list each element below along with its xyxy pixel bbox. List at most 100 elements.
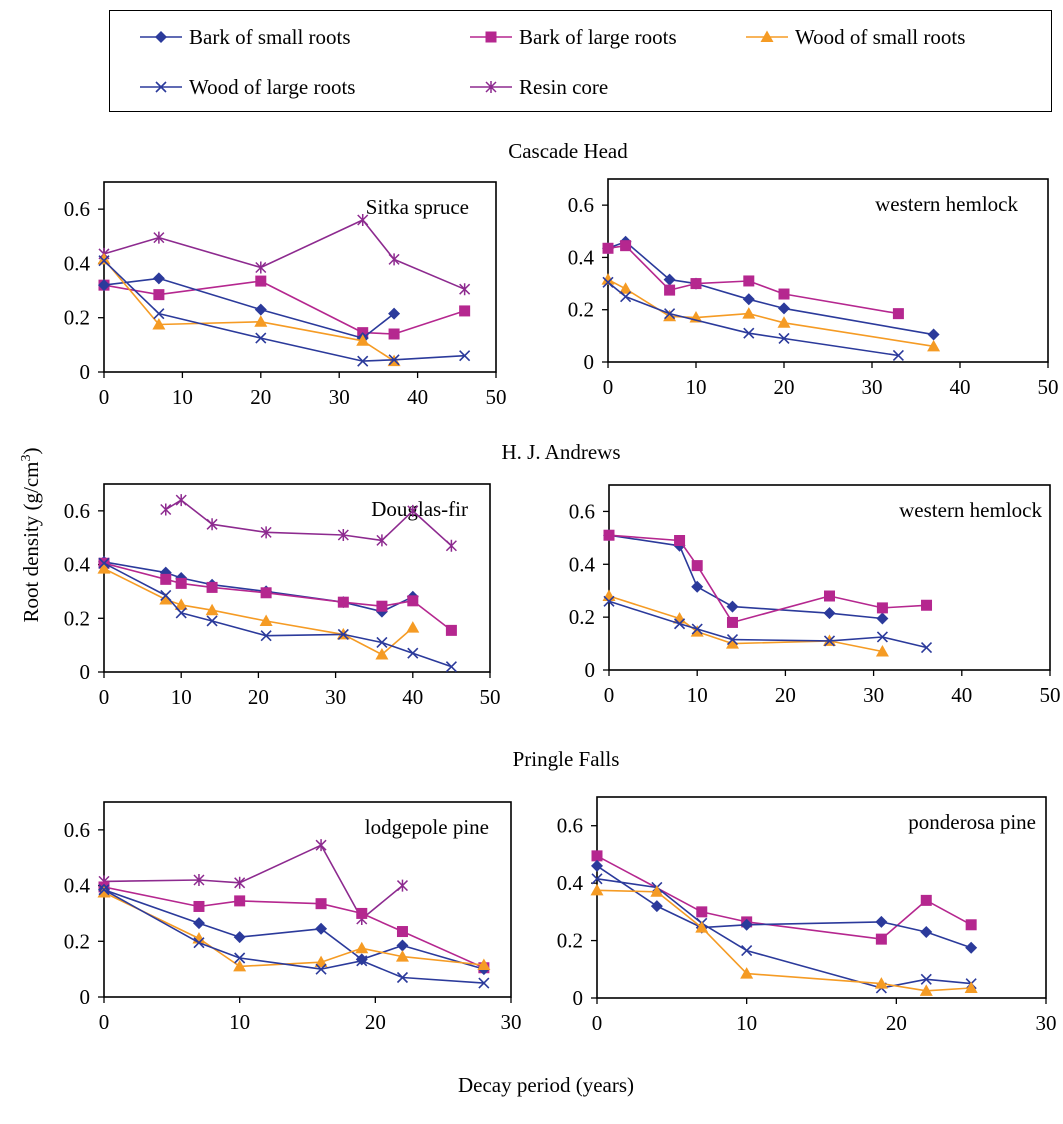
x-tick-label: 40	[402, 685, 423, 709]
data-point-wlr	[337, 628, 349, 640]
site-title-cascade-head: Cascade Head	[508, 139, 628, 163]
series-line-wsr	[103, 258, 395, 362]
site-title-pringle-falls: Pringle Falls	[513, 747, 620, 771]
data-point-blr	[193, 900, 205, 912]
series-line-wsr	[103, 567, 414, 656]
series-wlr	[98, 884, 490, 989]
data-point-blr	[591, 850, 603, 862]
data-point-wlr	[620, 291, 632, 303]
data-point-wsr	[152, 318, 166, 330]
chart-panel-6: 0 0.2 0.4 0.6 0 10 20 30 ponderosa pine	[557, 796, 1057, 1035]
x-tick-label: 50	[480, 685, 501, 709]
y-tick-label: 0.2	[569, 605, 595, 629]
data-point-blr	[920, 894, 932, 906]
legend-label: Bark of small roots	[189, 25, 351, 49]
data-point-wsr	[964, 981, 978, 993]
y-tick-label: 0	[80, 360, 91, 384]
data-point-bsr	[315, 922, 328, 935]
data-point-blr	[602, 242, 614, 254]
x-tick-label: 10	[736, 1011, 757, 1035]
data-point-blr	[892, 308, 904, 320]
data-point-wlr	[356, 955, 368, 967]
x-tick-label: 10	[686, 375, 707, 399]
legend-label: Bark of large roots	[519, 25, 677, 49]
legend-label: Wood of large roots	[189, 75, 355, 99]
data-point-bsr	[920, 925, 933, 938]
data-point-wsr	[875, 645, 889, 657]
data-point-wlr	[876, 631, 888, 643]
legend-box	[109, 10, 1052, 112]
data-point-blr	[407, 595, 419, 607]
panel-title: Sitka spruce	[366, 195, 469, 219]
x-tick-label: 10	[171, 685, 192, 709]
data-point-wsr	[314, 955, 328, 968]
data-point-blr	[337, 596, 349, 608]
x-tick-label: 0	[603, 375, 614, 399]
data-point-rc	[160, 503, 172, 516]
legend-item-blr: Bark of large roots	[470, 25, 677, 49]
data-point-wsr	[742, 307, 756, 319]
legend-label: Resin core	[519, 75, 608, 99]
data-point-blr	[459, 305, 471, 317]
y-tick-label: 0.4	[64, 553, 91, 577]
data-point-wlr	[160, 589, 172, 602]
data-point-blr	[824, 590, 835, 602]
series-line-blr	[103, 886, 485, 969]
x-tick-label: 0	[604, 683, 615, 707]
data-point-blr	[778, 288, 790, 300]
data-point-wlr	[234, 952, 246, 964]
data-point-wsr	[259, 614, 273, 626]
data-point-bsr	[965, 941, 978, 954]
data-point-blr	[876, 602, 888, 614]
y-tick-label: 0	[573, 986, 584, 1010]
data-point-wlr	[726, 634, 739, 646]
data-point-wlr	[603, 595, 615, 607]
y-tick-label: 0.2	[557, 929, 583, 953]
data-point-wsr	[375, 648, 389, 660]
x-tick-label: 0	[99, 685, 110, 709]
chart-panel-5: 0 0.2 0.4 0.6 0 10 20 30 lodgepole pine	[64, 801, 522, 1034]
series-wlr	[602, 276, 904, 362]
y-tick-label: 0.4	[557, 871, 584, 895]
data-point-rc	[376, 534, 388, 547]
series-line-wlr	[103, 260, 465, 362]
legend-item-wlr: Wood of large roots	[140, 75, 355, 99]
panel-title: western hemlock	[875, 192, 1018, 216]
data-point-wlr	[206, 615, 218, 627]
data-point-wsr	[406, 621, 420, 633]
x-tick-label: 50	[1038, 375, 1059, 399]
series-blr	[603, 529, 933, 628]
panels: 0 0.2 0.4 0.6 0 10 20 30 40 50 Sitka spruce 0 0.2 0.4…	[64, 178, 1061, 1035]
chart-panel-1: 0 0.2 0.4 0.6 0 10 20 30 40 50 Sitka spruce	[64, 181, 507, 409]
data-point-bsr	[726, 600, 739, 613]
data-point-wlr	[602, 276, 614, 288]
data-point-wlr	[396, 971, 409, 984]
data-point-wlr	[98, 884, 110, 896]
data-point-wlr	[823, 635, 836, 647]
data-point-wsr	[97, 562, 111, 574]
data-point-rc	[255, 261, 267, 274]
data-point-blr	[396, 926, 408, 938]
x-tick-label: 30	[863, 683, 884, 707]
legend-marker	[485, 81, 497, 93]
data-point-wsr	[159, 592, 173, 605]
data-point-rc	[396, 879, 408, 892]
series-line-bsr	[607, 240, 934, 336]
data-point-blr	[376, 600, 388, 612]
x-axis-label: Decay period (years)	[458, 1073, 634, 1097]
data-point-blr	[921, 599, 933, 611]
data-point-wlr	[260, 630, 272, 642]
y-tick-label: 0.4	[64, 874, 91, 898]
series-wsr	[590, 883, 978, 996]
data-point-wsr	[174, 598, 188, 610]
data-point-wlr	[478, 977, 490, 989]
data-point-rc	[445, 539, 457, 552]
series-rc	[160, 494, 457, 552]
data-point-wsr	[740, 967, 754, 979]
y-tick-label: 0	[585, 658, 596, 682]
series-wlr	[98, 255, 471, 367]
x-tick-label: 50	[1040, 683, 1061, 707]
data-point-wlr	[673, 618, 686, 630]
series-bsr	[98, 555, 419, 618]
data-point-blr	[445, 624, 457, 636]
